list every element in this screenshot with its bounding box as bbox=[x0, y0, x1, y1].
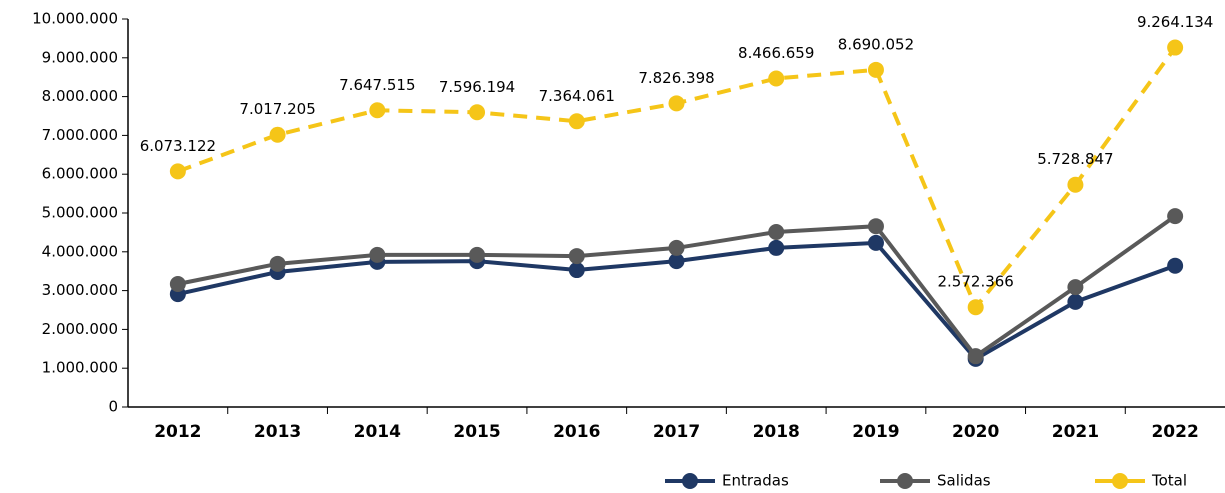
point bbox=[169, 276, 186, 293]
point bbox=[967, 348, 984, 365]
point bbox=[768, 224, 785, 241]
point bbox=[369, 102, 386, 119]
legend-label: Entradas bbox=[722, 472, 789, 490]
point bbox=[768, 70, 785, 87]
point bbox=[668, 95, 685, 112]
x-tick-label: 2022 bbox=[1151, 422, 1198, 442]
point bbox=[1167, 39, 1184, 56]
point bbox=[269, 126, 286, 143]
x-tick-label: 2014 bbox=[354, 422, 401, 442]
data-label: 7.017.205 bbox=[239, 100, 315, 118]
data-label: 7.826.398 bbox=[638, 69, 714, 87]
x-tick-label: 2012 bbox=[154, 422, 201, 442]
point bbox=[1067, 176, 1084, 193]
x-tick-label: 2021 bbox=[1052, 422, 1099, 442]
y-tick-label: 7.000.000 bbox=[42, 126, 118, 144]
y-tick-label: 3.000.000 bbox=[42, 281, 118, 299]
data-label: 7.364.061 bbox=[539, 87, 615, 105]
point bbox=[469, 246, 486, 263]
y-tick-label: 10.000.000 bbox=[32, 10, 118, 28]
point bbox=[568, 113, 585, 130]
x-tick-label: 2020 bbox=[952, 422, 999, 442]
point bbox=[568, 248, 585, 265]
point bbox=[867, 218, 884, 235]
data-label: 9.264.134 bbox=[1137, 13, 1213, 31]
legend-label: Total bbox=[1151, 472, 1187, 490]
legend-marker bbox=[682, 473, 698, 489]
point bbox=[1167, 208, 1184, 225]
y-tick-label: 4.000.000 bbox=[42, 242, 118, 260]
x-tick-label: 2019 bbox=[852, 422, 899, 442]
y-tick-label: 6.000.000 bbox=[42, 165, 118, 183]
data-label: 8.690.052 bbox=[838, 35, 914, 53]
data-label: 5.728.847 bbox=[1037, 150, 1113, 168]
point bbox=[867, 61, 884, 78]
data-label: 6.073.122 bbox=[140, 137, 216, 155]
y-tick-label: 5.000.000 bbox=[42, 204, 118, 222]
x-tick-label: 2015 bbox=[453, 422, 500, 442]
data-label: 7.647.515 bbox=[339, 76, 415, 94]
y-tick-label: 1.000.000 bbox=[42, 359, 118, 377]
x-tick-label: 2016 bbox=[553, 422, 600, 442]
point bbox=[269, 255, 286, 272]
point bbox=[369, 246, 386, 263]
point bbox=[1067, 293, 1084, 310]
point bbox=[169, 163, 186, 180]
point bbox=[469, 104, 486, 121]
point bbox=[867, 234, 884, 251]
series-line bbox=[177, 214, 1177, 359]
data-label: 7.596.194 bbox=[439, 78, 515, 96]
y-tick-label: 9.000.000 bbox=[42, 48, 118, 66]
data-label: 8.466.659 bbox=[738, 44, 814, 62]
y-tick-label: 8.000.000 bbox=[42, 87, 118, 105]
point bbox=[967, 299, 984, 316]
point bbox=[768, 239, 785, 256]
legend-label: Salidas bbox=[937, 472, 991, 490]
legend-marker bbox=[897, 473, 913, 489]
point bbox=[668, 239, 685, 256]
x-tick-label: 2018 bbox=[753, 422, 800, 442]
point bbox=[568, 262, 585, 279]
x-tick-label: 2013 bbox=[254, 422, 301, 442]
point bbox=[1067, 279, 1084, 296]
point bbox=[1167, 257, 1184, 274]
data-label: 2.572.366 bbox=[938, 273, 1014, 291]
point bbox=[668, 253, 685, 270]
y-tick-label: 2.000.000 bbox=[42, 320, 118, 338]
legend-marker bbox=[1112, 473, 1128, 489]
x-tick-label: 2017 bbox=[653, 422, 700, 442]
y-tick-label: 0 bbox=[108, 398, 118, 416]
